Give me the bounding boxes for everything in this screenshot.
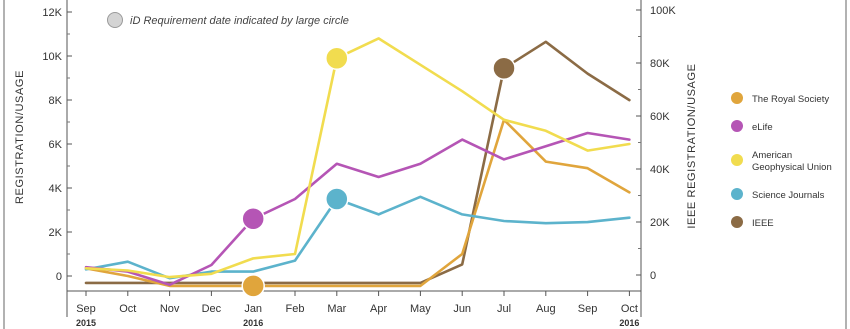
legend-item: The Royal Society xyxy=(731,92,829,105)
legend-label: The Royal Society xyxy=(752,94,829,105)
x-tick-label: Dec xyxy=(202,303,222,315)
y2-tick-label: 0 xyxy=(650,270,656,282)
series-line-elife xyxy=(84,131,631,287)
y-tick-label: 0 xyxy=(56,271,62,283)
legend-label: Science Journals xyxy=(752,190,825,201)
legend-swatch-icon xyxy=(731,154,743,166)
legend-item: Science Journals xyxy=(731,188,825,201)
x-year-label: 2016 xyxy=(243,318,263,328)
x-tick-label: Apr xyxy=(370,303,387,315)
x-tick-label: May xyxy=(410,303,431,315)
requirement-marker-american-geophysical-union xyxy=(325,46,349,70)
requirement-marker-the-royal-society xyxy=(241,274,265,298)
legend-label: American xyxy=(752,150,792,161)
chart-frame xyxy=(3,0,847,329)
legend-label: Geophysical Union xyxy=(752,162,832,173)
x-tick-label: Sep xyxy=(76,303,96,315)
legend-label: IEEE xyxy=(752,218,774,229)
y2-tick-label: 60K xyxy=(650,111,670,123)
series-line-the-royal-society xyxy=(84,118,631,288)
x-tick-label: Nov xyxy=(160,303,180,315)
requirement-marker-science-journals xyxy=(325,187,349,211)
x-tick-label: Oct xyxy=(119,303,136,315)
series-line-science-journals xyxy=(84,195,631,280)
legend-label: eLife xyxy=(752,122,773,133)
legend-swatch-icon xyxy=(731,216,743,228)
x-tick-label: Jan xyxy=(244,303,262,315)
y2-tick-label: 40K xyxy=(650,164,670,176)
y-axis-title: REGISTRATION/USAGE xyxy=(14,70,26,204)
note-circle-icon xyxy=(107,12,123,28)
legend-swatch-icon xyxy=(731,92,743,104)
y2-tick-label: 20K xyxy=(650,217,670,229)
x-tick-label: Mar xyxy=(327,303,346,315)
y2-tick-label: 80K xyxy=(650,58,670,70)
y2-axis-title: IEEE REGISTRATION/USAGE xyxy=(686,63,698,228)
y-tick-label: 6K xyxy=(49,139,63,151)
x-year-label: 2016 xyxy=(619,318,639,328)
y-tick-label: 4K xyxy=(49,183,63,195)
requirement-marker-elife xyxy=(241,207,265,231)
legend: The Royal Society eLife AmericanGeophysica… xyxy=(731,92,832,229)
x-tick-label: Aug xyxy=(536,303,556,315)
y2-tick-label: 100K xyxy=(650,5,676,17)
x-tick-label: Jun xyxy=(453,303,471,315)
x-year-label: 2015 xyxy=(76,318,96,328)
requirement-marker-ieee xyxy=(492,56,516,81)
requirement-markers xyxy=(241,46,516,298)
x-axis-ticks: Sep Oct Nov Dec Jan Feb Mar Apr May Jun Jul Aug Sep O… xyxy=(76,303,639,328)
right-axis-ticks: 0 20K 40K 60K 80K 100K xyxy=(650,5,676,282)
legend-item: eLife xyxy=(731,120,773,133)
note: iD Requirement date indicated by large c… xyxy=(107,12,349,28)
x-tick-label: Feb xyxy=(286,303,305,315)
y-tick-label: 2K xyxy=(49,227,63,239)
left-axis-ticks: 0 2K 4K 6K 8K 10K 12K xyxy=(42,7,62,283)
x-tick-label: Oct xyxy=(621,303,638,315)
legend-item: IEEE xyxy=(731,216,774,229)
tick-marks xyxy=(67,9,641,296)
y-tick-label: 8K xyxy=(49,95,63,107)
y-tick-label: 10K xyxy=(42,51,62,63)
x-tick-label: Sep xyxy=(578,303,598,315)
series-line-american-geophysical-union xyxy=(84,37,631,279)
series-lines xyxy=(84,37,631,288)
y-tick-label: 12K xyxy=(42,7,62,19)
note-text: iD Requirement date indicated by large c… xyxy=(130,15,349,27)
x-tick-label: Jul xyxy=(497,303,511,315)
legend-swatch-icon xyxy=(731,120,743,132)
legend-swatch-icon xyxy=(731,188,743,200)
